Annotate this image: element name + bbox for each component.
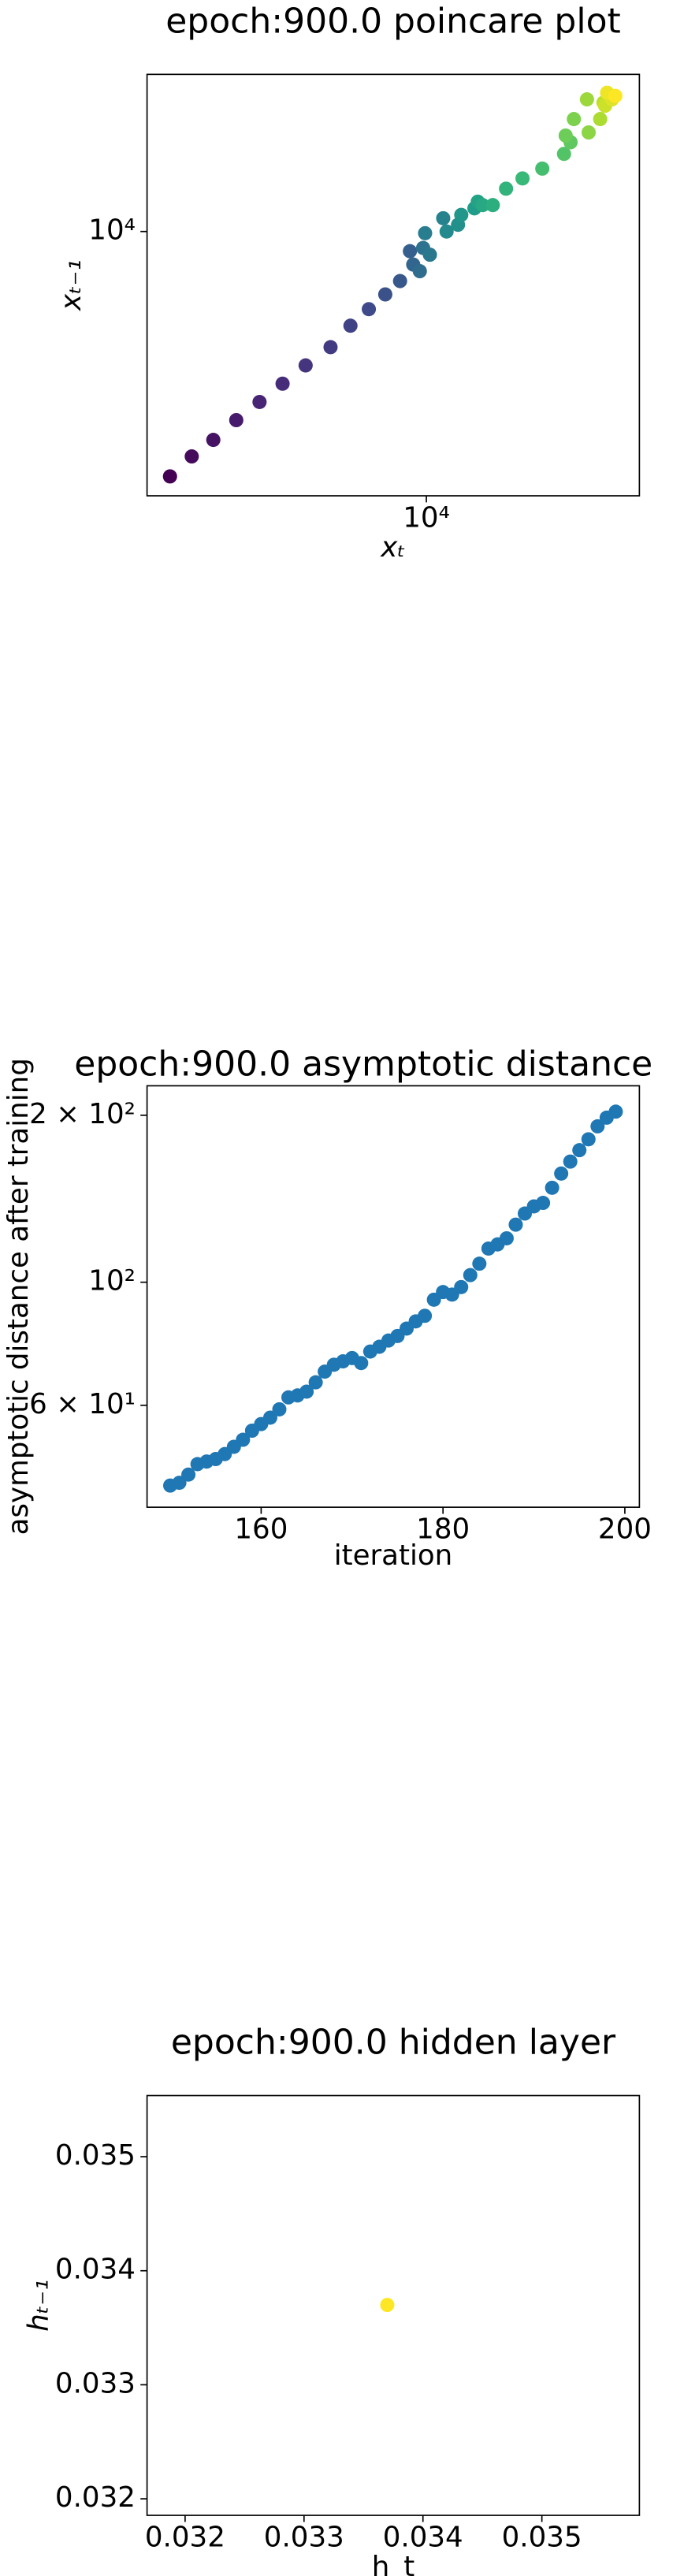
x-axis-label: xₜ (380, 531, 406, 564)
point (380, 2298, 395, 2313)
x-tick-label: 160 (234, 1513, 288, 1545)
x-axis-label: h_t (372, 2551, 414, 2576)
point (475, 198, 490, 213)
chart-title: epoch:900.0 hidden layer (171, 2023, 616, 2063)
y-axis-label: hₜ₋₁ (22, 2280, 54, 2332)
y-tick-label: 0.034 (55, 2254, 136, 2286)
point (354, 1356, 369, 1371)
point (454, 1279, 469, 1294)
point (236, 1432, 251, 1447)
y-tick-label: 0.035 (55, 2139, 136, 2172)
point (184, 449, 199, 464)
y-axis-label: xₜ₋₁ (55, 259, 87, 311)
y-tick-label: 6 × 10¹ (29, 1388, 136, 1420)
point (181, 1467, 196, 1482)
point (392, 274, 407, 288)
point (572, 1143, 587, 1158)
x-tick-label: 0.033 (264, 2521, 344, 2553)
point (272, 1402, 287, 1416)
point (262, 1410, 277, 1425)
x-tick-label: 200 (598, 1513, 652, 1545)
point (535, 161, 550, 176)
point (298, 358, 313, 373)
point (412, 264, 427, 279)
point (608, 88, 623, 103)
point (499, 1230, 514, 1245)
point (545, 1180, 559, 1195)
plot-frame (146, 1085, 641, 1508)
point (581, 125, 596, 140)
point (418, 225, 433, 240)
chart-title: epoch:900.0 poincare plot (165, 1, 621, 41)
point (558, 128, 573, 143)
point (229, 412, 243, 428)
x-tick-label: 0.032 (145, 2521, 225, 2553)
point (206, 433, 221, 448)
point (439, 224, 454, 239)
point (554, 1166, 569, 1181)
point (162, 469, 177, 484)
chart-title: epoch:900.0 asymptotic distance (74, 1044, 652, 1084)
point (608, 1104, 623, 1119)
y-tick-label: 10⁴ (88, 214, 136, 247)
y-tick-label: 0.032 (55, 2481, 136, 2514)
point (308, 1375, 323, 1390)
x-tick-label: 0.035 (502, 2521, 582, 2553)
point (362, 302, 377, 317)
y-axis-label: asymptotic distance after training (2, 1058, 35, 1535)
point (579, 92, 594, 107)
point (377, 287, 392, 302)
x-tick-label: 10⁴ (403, 501, 450, 534)
point (556, 147, 571, 162)
plot-frame (146, 2094, 641, 2516)
point (252, 394, 267, 409)
y-tick-label: 0.033 (55, 2367, 136, 2399)
point (275, 376, 290, 391)
point (403, 244, 418, 259)
point (563, 1154, 578, 1169)
x-tick-label: 0.034 (383, 2521, 463, 2553)
point (508, 1217, 523, 1232)
point (499, 181, 514, 196)
x-tick-label: 180 (416, 1513, 470, 1545)
point (343, 318, 358, 333)
point (172, 1476, 187, 1491)
point (463, 1268, 478, 1282)
point (593, 112, 608, 127)
point (485, 198, 500, 213)
point (536, 1196, 551, 1211)
point (422, 248, 437, 262)
point (436, 210, 451, 225)
point (418, 1308, 433, 1323)
y-tick-label: 10² (88, 1265, 136, 1297)
point (567, 112, 582, 127)
point (590, 1119, 605, 1134)
point (515, 171, 530, 186)
point (581, 1132, 596, 1147)
point (472, 1256, 487, 1271)
point (323, 340, 338, 355)
plot-frame (146, 73, 641, 497)
point (299, 1384, 314, 1399)
x-axis-label: iteration (334, 1539, 453, 1572)
y-tick-label: 2 × 10² (29, 1098, 136, 1130)
point (454, 207, 469, 222)
